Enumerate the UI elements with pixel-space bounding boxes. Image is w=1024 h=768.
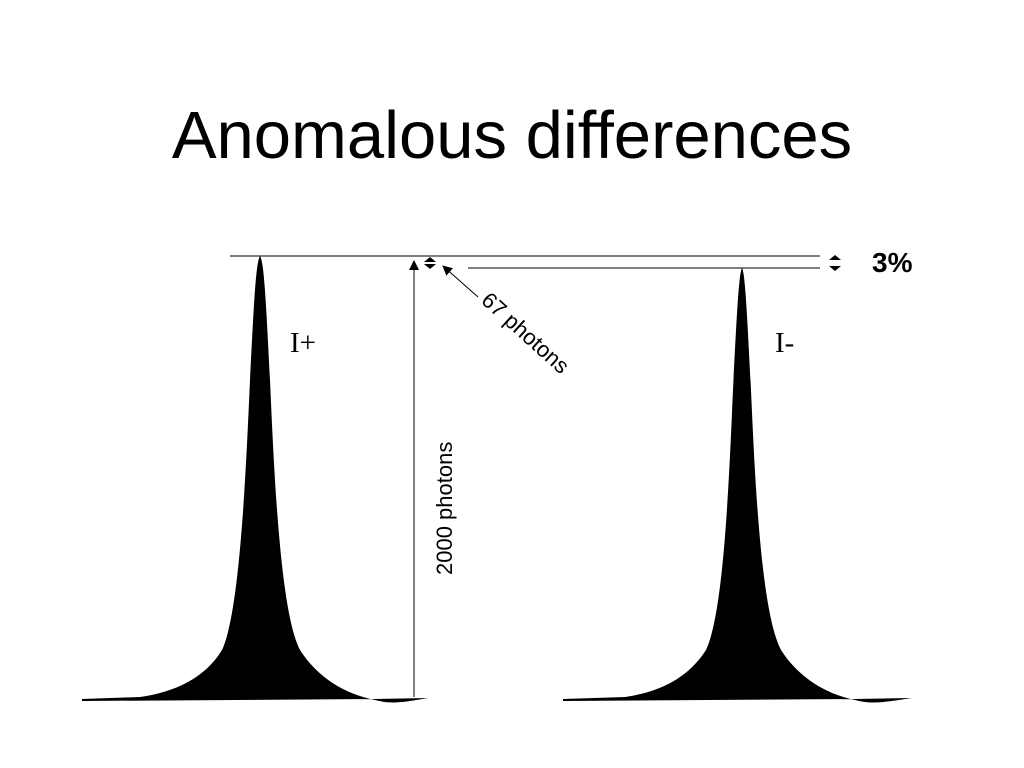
difference-pointer-arrow — [442, 265, 479, 298]
label-i-plus: I+ — [290, 327, 316, 359]
slide-title: Anomalous differences — [171, 98, 853, 173]
peak-i-minus — [563, 268, 912, 703]
peak-i-plus — [82, 256, 428, 703]
difference-label: 67 photons — [477, 287, 575, 378]
percent-label: 3% — [872, 247, 913, 278]
difference-marker-left — [424, 257, 436, 269]
height-label: 2000 photons — [432, 442, 457, 575]
difference-marker-right — [829, 255, 841, 271]
label-i-minus: I- — [775, 327, 794, 359]
